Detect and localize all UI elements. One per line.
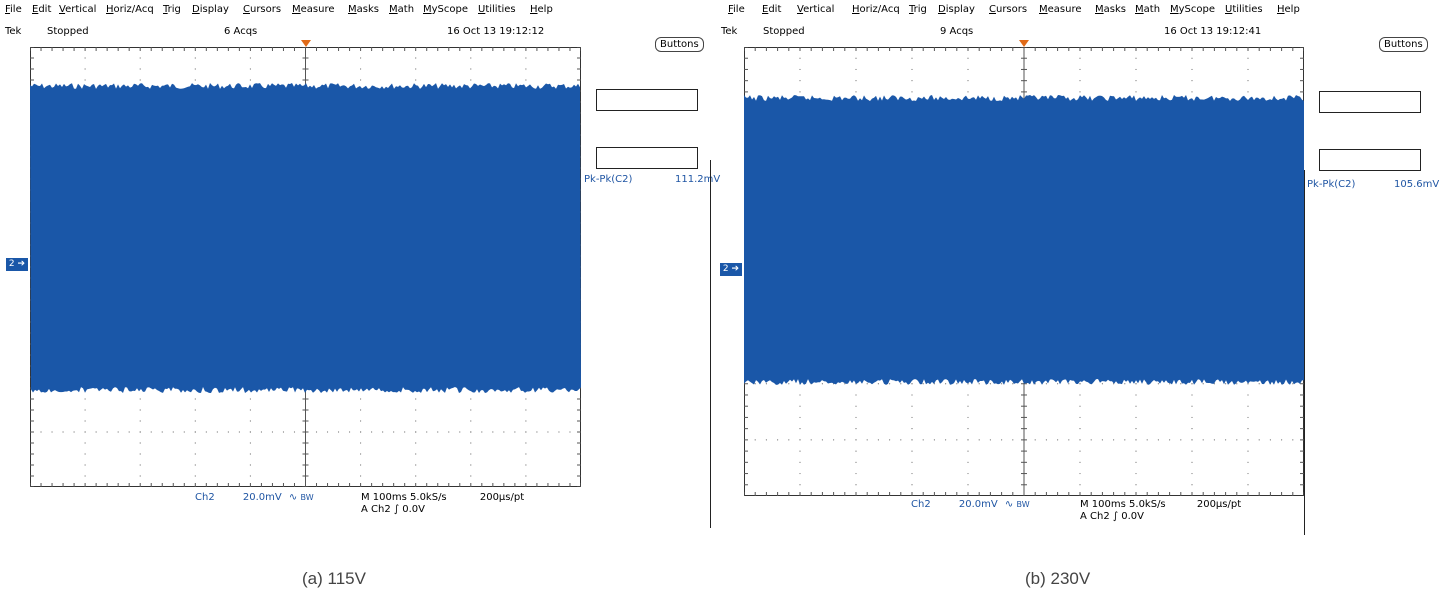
measurement-value: 111.2mV — [675, 174, 721, 185]
menu-file[interactable]: File — [5, 4, 22, 15]
menu-edit[interactable]: Edit — [32, 4, 52, 15]
datetime: 16 Oct 13 19:12:12 — [447, 26, 545, 37]
caption: (b) 230V — [1025, 569, 1091, 588]
trigger-setting: A Ch2 ∫ 0.0V — [1080, 511, 1145, 522]
trigger-position-marker[interactable] — [1019, 40, 1029, 47]
ch-label: Ch2 — [195, 492, 215, 503]
measurement-pk-pk: Pk-Pk(C2) 111.2mV — [584, 174, 720, 185]
scope-screen-a: File Edit Vertical Horiz/Acq Trig Displa… — [0, 0, 720, 594]
menu-math[interactable]: Math — [1135, 4, 1161, 15]
waveform-ch2 — [30, 83, 581, 393]
menu-horiz-acq[interactable]: Horiz/Acq — [106, 4, 154, 15]
trigger-position-marker[interactable] — [301, 40, 311, 47]
datetime: 16 Oct 13 19:12:41 — [1164, 26, 1262, 37]
timebase: M 100ms 5.0kS/s — [1080, 499, 1166, 510]
acq-state: Stopped — [47, 26, 89, 37]
status-bar: Tek Stopped 9 Acqs 16 Oct 13 19:12:41 — [715, 26, 1444, 40]
waveform-ch2 — [744, 95, 1304, 385]
menu-help[interactable]: Help — [1277, 4, 1300, 15]
menu-cursors[interactable]: Cursors — [243, 4, 282, 15]
trigger-readout: A Ch2 ∫ 0.0V — [361, 504, 425, 515]
menu-edit[interactable]: Edit — [762, 4, 782, 15]
menu-masks[interactable]: Masks — [348, 4, 379, 15]
measurement-box-1[interactable] — [596, 89, 698, 111]
measurement-box-2[interactable] — [596, 147, 698, 169]
time-per-point: 200µs/pt — [479, 492, 525, 503]
menu-myscope[interactable]: MyScope — [423, 4, 469, 15]
bandwidth-limit: BW — [300, 493, 314, 502]
menu-vertical[interactable]: Vertical — [59, 4, 97, 15]
buttons-button[interactable]: Buttons — [655, 37, 704, 52]
coupling-icon: ∿ — [1004, 499, 1014, 510]
buttons-button[interactable]: Buttons — [1379, 37, 1428, 52]
channel-readout: Ch2 20.0mV ∿ BW — [195, 492, 314, 503]
scope-screen-b: File Edit Vertical Horiz/Acq Trig Displa… — [715, 0, 1444, 594]
acq-count: 9 Acqs — [940, 26, 974, 37]
brand-label: Tek — [721, 26, 738, 37]
channel-2-marker[interactable]: 2 ➔ — [720, 263, 742, 276]
menu-math[interactable]: Math — [389, 4, 415, 15]
side-panel-divider — [1304, 170, 1305, 535]
trigger-readout: A Ch2 ∫ 0.0V — [1080, 511, 1144, 522]
menu-masks[interactable]: Masks — [1095, 4, 1126, 15]
menu-cursors[interactable]: Cursors — [989, 4, 1028, 15]
menu-horiz-acq[interactable]: Horiz/Acq — [852, 4, 900, 15]
channel-readout: Ch2 20.0mV ∿ BW — [911, 499, 1030, 510]
measurement-label: Pk-Pk(C2) — [1307, 179, 1356, 190]
menu-measure[interactable]: Measure — [1039, 4, 1082, 15]
measurement-label: Pk-Pk(C2) — [584, 174, 633, 185]
menu-file[interactable]: File — [728, 4, 745, 15]
menu-trig[interactable]: Trig — [163, 4, 181, 15]
timebase: M 100ms 5.0kS/s — [361, 492, 447, 503]
trigger-setting: A Ch2 ∫ 0.0V — [361, 504, 426, 515]
channel-2-label: 2 — [8, 259, 15, 269]
measurement-box-1[interactable] — [1319, 91, 1421, 113]
measurement-pk-pk: Pk-Pk(C2) 105.6mV — [1307, 179, 1439, 190]
volts-per-div: 20.0mV — [242, 492, 282, 503]
acq-count: 6 Acqs — [224, 26, 258, 37]
menu-help[interactable]: Help — [530, 4, 553, 15]
menu-utilities[interactable]: Utilities — [1225, 4, 1263, 15]
bandwidth-limit: BW — [1016, 500, 1030, 509]
menu-myscope[interactable]: MyScope — [1170, 4, 1216, 15]
channel-2-label: 2 — [722, 264, 729, 274]
timebase-readout: M 100ms 5.0kS/s 200µs/pt — [1080, 499, 1241, 510]
brand-label: Tek — [5, 26, 22, 37]
coupling-icon: ∿ — [288, 492, 298, 503]
menu-display[interactable]: Display — [192, 4, 229, 15]
measurement-value: 105.6mV — [1394, 179, 1440, 190]
menu-display[interactable]: Display — [938, 4, 975, 15]
acq-state: Stopped — [763, 26, 805, 37]
menu-trig[interactable]: Trig — [909, 4, 927, 15]
volts-per-div: 20.0mV — [958, 499, 998, 510]
menu-vertical[interactable]: Vertical — [797, 4, 835, 15]
ch-label: Ch2 — [911, 499, 931, 510]
time-per-point: 200µs/pt — [1196, 499, 1242, 510]
channel-2-marker[interactable]: 2 ➔ — [6, 258, 28, 271]
menu-measure[interactable]: Measure — [292, 4, 335, 15]
menu-utilities[interactable]: Utilities — [478, 4, 516, 15]
measurement-box-2[interactable] — [1319, 149, 1421, 171]
status-bar: Tek Stopped 6 Acqs 16 Oct 13 19:12:12 — [0, 26, 712, 40]
caption: (a) 115V — [302, 569, 366, 588]
timebase-readout: M 100ms 5.0kS/s 200µs/pt — [361, 492, 524, 503]
side-panel-divider — [710, 160, 711, 528]
